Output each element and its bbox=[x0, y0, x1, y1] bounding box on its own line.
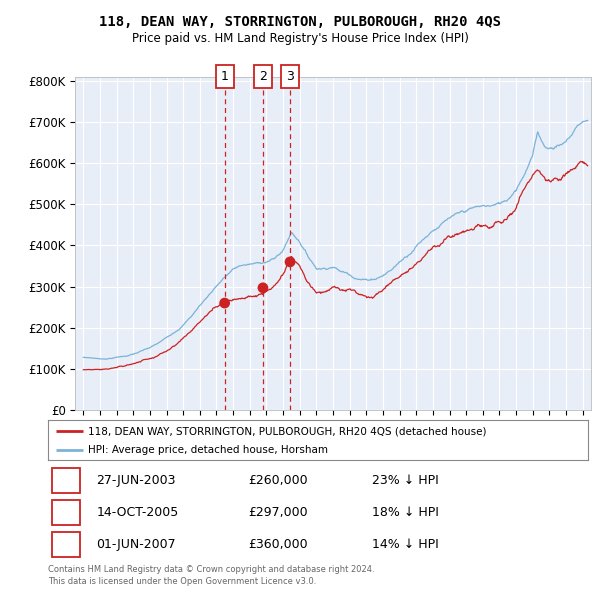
Point bbox=[258, 283, 268, 293]
Text: 2: 2 bbox=[62, 506, 70, 519]
FancyBboxPatch shape bbox=[52, 532, 80, 556]
Text: HPI: Average price, detached house, Horsham: HPI: Average price, detached house, Hors… bbox=[89, 445, 329, 455]
Text: £360,000: £360,000 bbox=[248, 537, 307, 550]
Text: £260,000: £260,000 bbox=[248, 474, 307, 487]
Text: £297,000: £297,000 bbox=[248, 506, 307, 519]
Text: Contains HM Land Registry data © Crown copyright and database right 2024.: Contains HM Land Registry data © Crown c… bbox=[48, 565, 374, 574]
Text: This data is licensed under the Open Government Licence v3.0.: This data is licensed under the Open Gov… bbox=[48, 577, 316, 586]
FancyBboxPatch shape bbox=[52, 500, 80, 525]
FancyBboxPatch shape bbox=[52, 468, 80, 493]
Text: 14-OCT-2005: 14-OCT-2005 bbox=[97, 506, 179, 519]
Text: 3: 3 bbox=[62, 537, 70, 550]
Text: 18% ↓ HPI: 18% ↓ HPI bbox=[372, 506, 439, 519]
Text: 2: 2 bbox=[259, 70, 267, 83]
Text: 27-JUN-2003: 27-JUN-2003 bbox=[97, 474, 176, 487]
Text: 1: 1 bbox=[62, 474, 70, 487]
Text: 1: 1 bbox=[221, 70, 229, 83]
Text: 23% ↓ HPI: 23% ↓ HPI bbox=[372, 474, 439, 487]
Text: Price paid vs. HM Land Registry's House Price Index (HPI): Price paid vs. HM Land Registry's House … bbox=[131, 32, 469, 45]
Point bbox=[220, 299, 229, 308]
Text: 118, DEAN WAY, STORRINGTON, PULBOROUGH, RH20 4QS: 118, DEAN WAY, STORRINGTON, PULBOROUGH, … bbox=[99, 15, 501, 29]
Text: 3: 3 bbox=[286, 70, 294, 83]
Text: 118, DEAN WAY, STORRINGTON, PULBOROUGH, RH20 4QS (detached house): 118, DEAN WAY, STORRINGTON, PULBOROUGH, … bbox=[89, 427, 487, 437]
Point bbox=[285, 257, 295, 267]
Text: 14% ↓ HPI: 14% ↓ HPI bbox=[372, 537, 439, 550]
Text: 01-JUN-2007: 01-JUN-2007 bbox=[97, 537, 176, 550]
